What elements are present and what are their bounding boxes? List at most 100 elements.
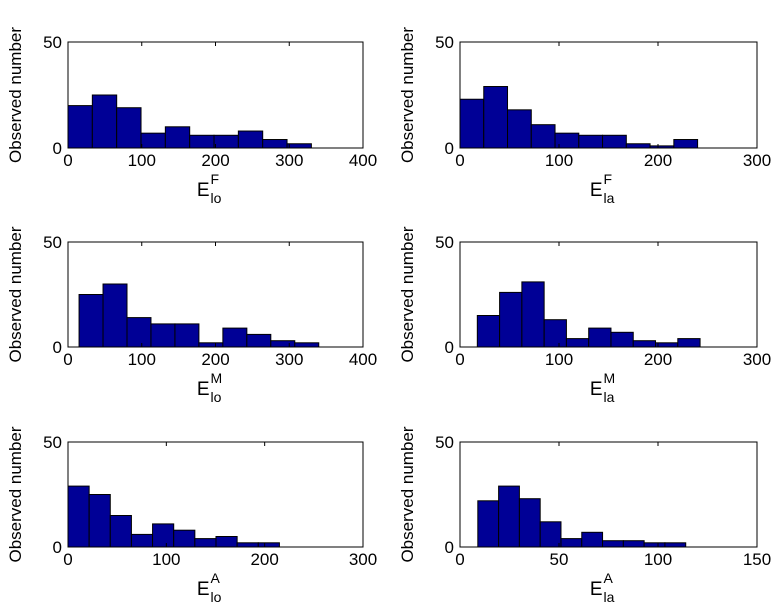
x-tick-label: 300 (349, 550, 377, 569)
y-tick-label: 0 (53, 139, 62, 158)
y-axis-label: Observed number (6, 226, 25, 362)
x-tick-label: 200 (250, 550, 278, 569)
x-tick-label: 400 (349, 151, 377, 170)
x-tick-label: 200 (644, 151, 672, 170)
histogram-bar (588, 327, 612, 348)
y-axis-label: Observed number (6, 27, 25, 163)
histogram-bar (262, 139, 288, 149)
histogram-bar (518, 498, 541, 548)
histogram-bar (581, 531, 604, 548)
x-tick-label: 0 (63, 550, 72, 569)
histogram-bar (67, 105, 93, 149)
x-tick-label: 100 (128, 350, 156, 369)
axes-box (459, 241, 758, 348)
histogram-bar (198, 342, 224, 348)
y-tick-label: 50 (43, 233, 62, 252)
histogram-bar (655, 342, 679, 348)
histogram-bar (499, 291, 523, 348)
axes-box (459, 41, 758, 149)
histogram-bar (578, 134, 604, 149)
x-label-main: E (590, 180, 603, 201)
histogram-bar (673, 139, 699, 149)
histogram-bar (643, 542, 666, 548)
x-tick-label: 300 (275, 151, 303, 170)
x-tick-label: 300 (743, 151, 771, 170)
histogram-bar (560, 538, 583, 548)
histogram-bar (150, 323, 176, 348)
x-label-sub: lo (211, 589, 222, 605)
histogram-bar (530, 124, 556, 149)
histogram-bar (664, 542, 687, 548)
x-tick-label: 0 (63, 151, 72, 170)
histogram-bar (174, 323, 200, 348)
histogram-bar (152, 523, 175, 548)
histogram-bar (109, 515, 132, 548)
histogram-bar (565, 338, 590, 348)
x-label-sub: la (604, 389, 615, 405)
axes-box (459, 441, 758, 548)
histogram-bar (270, 340, 296, 348)
y-tick-label: 0 (53, 338, 62, 357)
y-tick-label: 50 (43, 433, 62, 452)
y-tick-label: 0 (53, 538, 62, 557)
histogram-bar (507, 109, 532, 149)
y-tick-label: 0 (445, 538, 454, 557)
histogram-bar (294, 342, 320, 348)
x-tick-label: 100 (545, 350, 573, 369)
histogram-bar (677, 338, 701, 348)
x-label-sup: A (604, 570, 614, 586)
x-tick-label: 400 (349, 350, 377, 369)
histogram-bar (102, 283, 128, 348)
histogram-bar (625, 143, 651, 149)
x-tick-label: 200 (201, 350, 229, 369)
histogram-bar (246, 333, 272, 348)
histogram-bar (194, 538, 217, 548)
y-tick-label: 0 (445, 338, 454, 357)
histogram-bar (116, 107, 142, 149)
histogram-bar (286, 143, 312, 149)
x-tick-label: 0 (455, 151, 464, 170)
x-label-sup: F (211, 171, 220, 187)
x-label-sup: M (211, 370, 223, 386)
y-axis-label: Observed number (398, 27, 417, 163)
histogram-bar (164, 126, 191, 149)
histogram-bar (222, 327, 248, 348)
histogram-bar (140, 132, 166, 149)
histogram-bar (78, 294, 104, 348)
histogram-bar (632, 340, 657, 348)
x-tick-label: 100 (152, 550, 180, 569)
x-tick-label: 300 (275, 350, 303, 369)
histogram-bar (521, 281, 545, 348)
histogram-bar (130, 533, 154, 548)
y-tick-label: 50 (435, 233, 454, 252)
y-axis-label: Observed number (6, 426, 25, 562)
histogram-bar (215, 536, 238, 548)
x-label-sub: lo (211, 190, 222, 206)
x-label-sub: la (604, 190, 615, 206)
axes-box (67, 441, 364, 548)
histogram-bar (213, 134, 239, 149)
histogram-bar (477, 500, 500, 548)
histogram-bar (126, 317, 152, 348)
x-tick-label: 0 (455, 550, 464, 569)
histogram-bar (67, 485, 90, 548)
histogram-bar (476, 315, 501, 348)
x-tick-label: 100 (128, 151, 156, 170)
x-label-main: E (197, 180, 210, 201)
histogram-bar (483, 86, 509, 149)
y-tick-label: 50 (435, 33, 454, 52)
histogram-bar (602, 134, 627, 149)
histogram-bar (189, 134, 215, 149)
histogram-bar (539, 521, 562, 548)
histogram-bar (236, 542, 259, 548)
